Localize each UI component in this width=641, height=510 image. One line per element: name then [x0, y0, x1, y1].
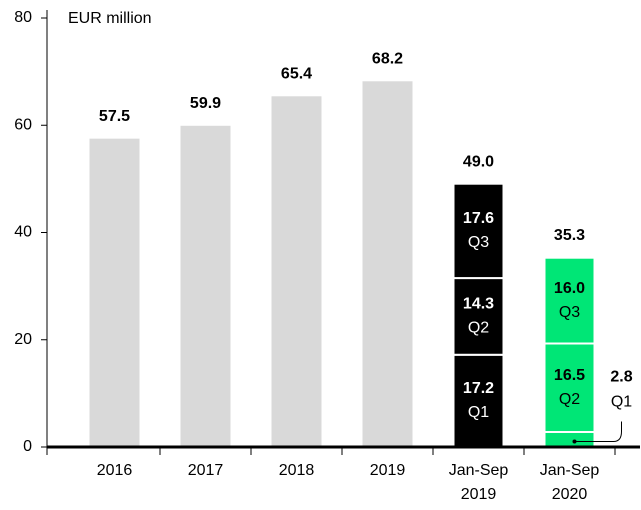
y-axis-label: EUR million: [68, 10, 152, 27]
segment-value-label: 17.6: [463, 210, 494, 227]
bar-segment: [452, 182, 505, 280]
x-tick-label: Jan-Sep 2019: [448, 462, 509, 503]
total-label: 35.3: [554, 227, 585, 244]
bar-segment: [452, 277, 505, 356]
segment-value-label: 2.8: [610, 369, 632, 386]
segment-name-label: Q1: [611, 394, 632, 411]
bar-segment: [543, 430, 596, 448]
x-tick-label: 2016: [96, 462, 133, 479]
segment-name-label: Q2: [559, 391, 580, 408]
segment-name-label: Q1: [468, 404, 489, 421]
y-tick-label: 20: [14, 331, 32, 348]
bar: [180, 125, 231, 447]
bar-segment: [452, 353, 505, 449]
y-tick-label: 60: [14, 116, 32, 133]
bar-segment: [543, 342, 596, 433]
x-tick-label: 2017: [187, 462, 224, 479]
total-label: 49.0: [463, 153, 494, 170]
bar: [89, 138, 140, 447]
leader-line: [574, 421, 622, 442]
bar: [362, 81, 413, 447]
bar-segment: [543, 256, 596, 345]
y-tick-label: 40: [14, 224, 32, 241]
segment-value-label: 16.0: [554, 280, 585, 297]
x-tick-label: 2019: [369, 462, 406, 479]
value-label: 57.5: [99, 108, 130, 125]
segment-name-label: Q3: [468, 234, 489, 251]
bar: [271, 96, 322, 447]
segment-name-label: Q3: [559, 304, 580, 321]
x-tick-label: Jan-Sep 2020: [539, 462, 600, 503]
segment-name-label: Q2: [468, 320, 489, 337]
x-tick-label: 2018: [278, 462, 315, 479]
value-label: 68.2: [372, 50, 403, 67]
y-tick-label: 0: [23, 438, 32, 455]
value-label: 59.9: [190, 95, 221, 112]
y-tick-label: 80: [14, 9, 32, 26]
segment-value-label: 17.2: [463, 380, 494, 397]
segment-value-label: 14.3: [463, 296, 494, 313]
segment-value-label: 16.5: [554, 367, 585, 384]
value-label: 65.4: [281, 66, 312, 83]
